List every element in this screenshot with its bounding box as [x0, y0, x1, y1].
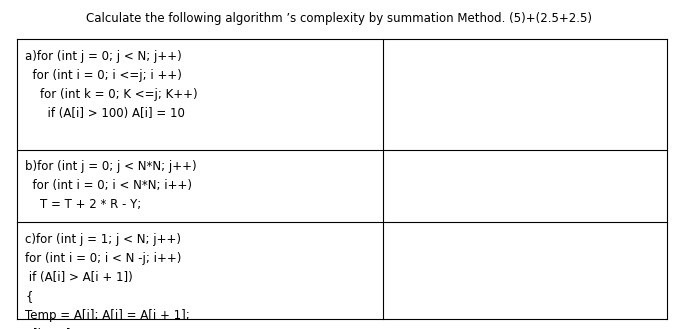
- Text: Temp = A[i]; A[i] = A[i + 1];: Temp = A[i]; A[i] = A[i + 1];: [25, 309, 190, 322]
- Text: for (int i = 0; i < N -j; i++): for (int i = 0; i < N -j; i++): [25, 252, 181, 265]
- Text: b)for (int j = 0; j < N*N; j++): b)for (int j = 0; j < N*N; j++): [25, 160, 197, 173]
- Text: Calculate the following algorithm ’s complexity by summation Method. (5)+(2.5+2.: Calculate the following algorithm ’s com…: [85, 12, 592, 25]
- Text: for (int k = 0; K <=j; K++): for (int k = 0; K <=j; K++): [25, 88, 198, 101]
- Text: if (A[i] > A[i + 1]): if (A[i] > A[i + 1]): [25, 271, 133, 284]
- Text: T = T + 2 * R - Y;: T = T + 2 * R - Y;: [25, 198, 141, 212]
- Text: for (int i = 0; i <=j; i ++): for (int i = 0; i <=j; i ++): [25, 69, 182, 82]
- Text: if (A[i] > 100) A[i] = 10: if (A[i] > 100) A[i] = 10: [25, 107, 185, 120]
- Text: {: {: [25, 290, 32, 303]
- Text: A[i + 1] = Temp;: A[i + 1] = Temp;: [25, 328, 123, 329]
- Text: c)for (int j = 1; j < N; j++): c)for (int j = 1; j < N; j++): [25, 233, 181, 246]
- Text: for (int i = 0; i < N*N; i++): for (int i = 0; i < N*N; i++): [25, 179, 192, 192]
- Text: a)for (int j = 0; j < N; j++): a)for (int j = 0; j < N; j++): [25, 50, 182, 63]
